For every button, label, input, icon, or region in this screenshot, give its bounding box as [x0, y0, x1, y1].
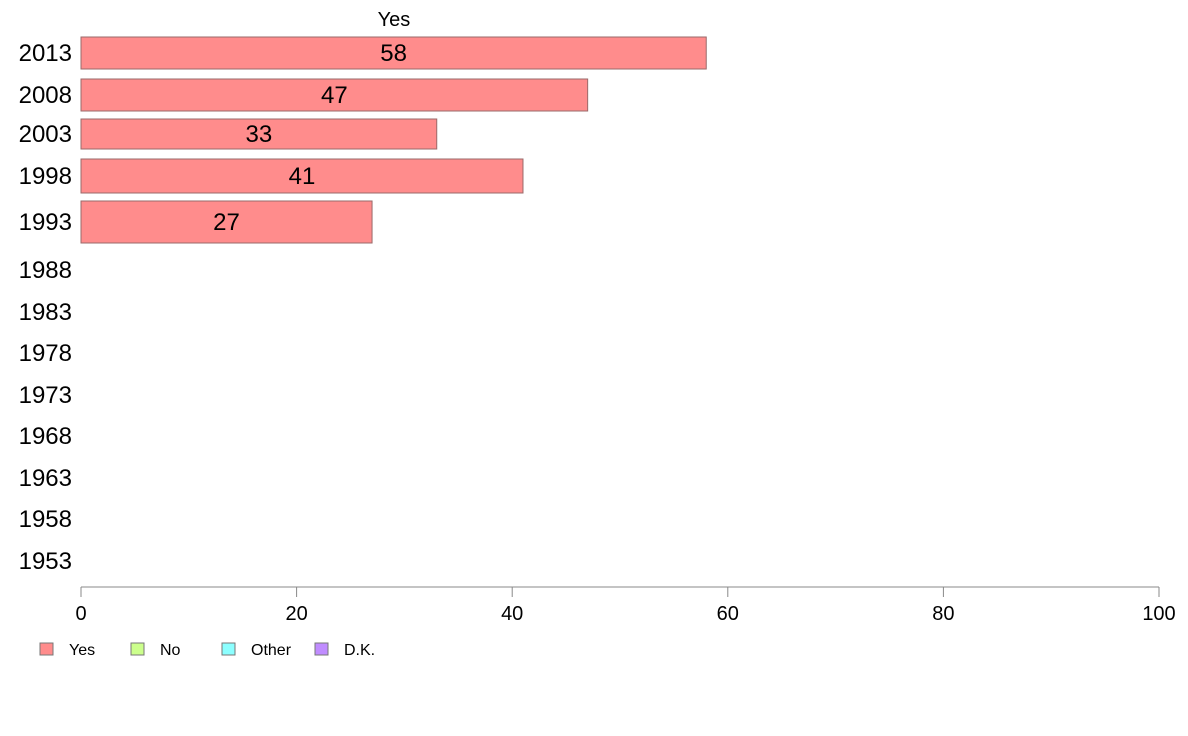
category-label: 1998 — [19, 163, 72, 190]
category-label: 2008 — [19, 82, 72, 109]
category-label: 2003 — [19, 121, 72, 148]
legend-swatch — [221, 642, 236, 656]
data-label: 41 — [289, 163, 316, 190]
chart-title: Yes — [378, 9, 411, 31]
data-label: 47 — [321, 82, 348, 109]
bar — [80, 158, 524, 194]
bar — [80, 200, 373, 244]
x-tick-label: 0 — [75, 603, 86, 625]
category-label: 1978 — [19, 340, 72, 367]
bars — [80, 36, 707, 244]
bar — [80, 36, 707, 70]
x-tick-label: 60 — [717, 603, 739, 625]
data-label: 33 — [246, 121, 273, 148]
x-tick-label: 100 — [1142, 603, 1175, 625]
x-tick-label: 80 — [932, 603, 954, 625]
bar — [80, 118, 438, 150]
legend: Yes No Other D.K. — [39, 642, 375, 659]
category-label: 1953 — [19, 548, 72, 575]
category-label: 1983 — [19, 299, 72, 326]
legend-swatch — [314, 642, 329, 656]
legend-label: Yes — [69, 642, 95, 659]
category-label: 2013 — [19, 40, 72, 67]
data-label: 27 — [213, 209, 240, 236]
legend-label: D.K. — [344, 642, 375, 659]
x-axis: 0 20 40 60 80 100 — [75, 586, 1176, 625]
category-label: 1973 — [19, 382, 72, 409]
data-labels: 58 47 33 41 27 — [213, 40, 407, 236]
x-tick-label: 40 — [501, 603, 523, 625]
legend-label: No — [160, 642, 181, 659]
category-labels: 2013 2008 2003 1998 1993 1988 1983 1978 1973 1968… — [19, 40, 72, 575]
legend-swatch — [39, 642, 54, 656]
legend-swatch — [130, 642, 145, 656]
category-label: 1958 — [19, 506, 72, 533]
legend-label: Other — [251, 642, 292, 659]
category-label: 1993 — [19, 209, 72, 236]
category-label: 1963 — [19, 465, 72, 492]
bar — [80, 78, 589, 112]
category-label: 1968 — [19, 423, 72, 450]
category-label: 1988 — [19, 257, 72, 284]
x-tick-label: 20 — [285, 603, 307, 625]
data-label: 58 — [380, 40, 407, 67]
